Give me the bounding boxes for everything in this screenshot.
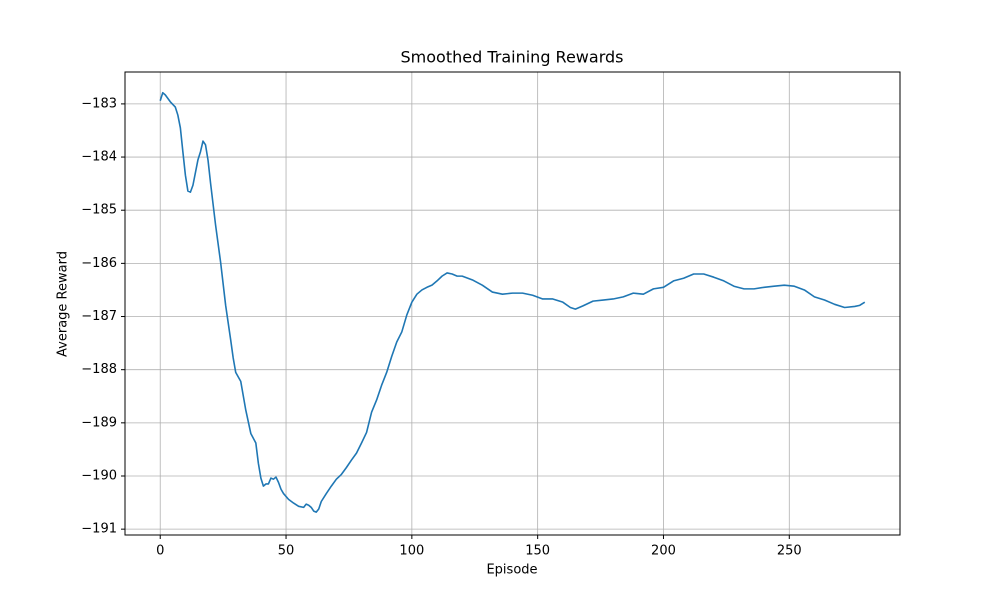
y-tick-label: −189 [81,415,117,430]
y-tick-label: −187 [81,309,117,324]
y-tick-label: −191 [81,522,117,537]
x-axis-label: Episode [486,563,537,578]
chart-title: Smoothed Training Rewards [401,48,624,67]
y-tick-label: −183 [81,96,117,111]
x-tick-label: 50 [278,544,295,559]
y-tick-label: −188 [81,362,117,377]
x-tick-label: 0 [156,544,164,559]
y-tick-label: −184 [81,150,117,165]
y-tick-label: −186 [81,256,117,271]
y-tick-label: −185 [81,203,117,218]
x-tick-label: 200 [651,544,676,559]
x-tick-label: 250 [777,544,802,559]
plot-frame [124,71,901,536]
line-series [159,91,866,513]
x-tick-label: 100 [399,544,424,559]
y-tick-label: −190 [81,468,117,483]
x-tick-label: 150 [525,544,550,559]
y-axis-label: Average Reward [56,251,71,357]
